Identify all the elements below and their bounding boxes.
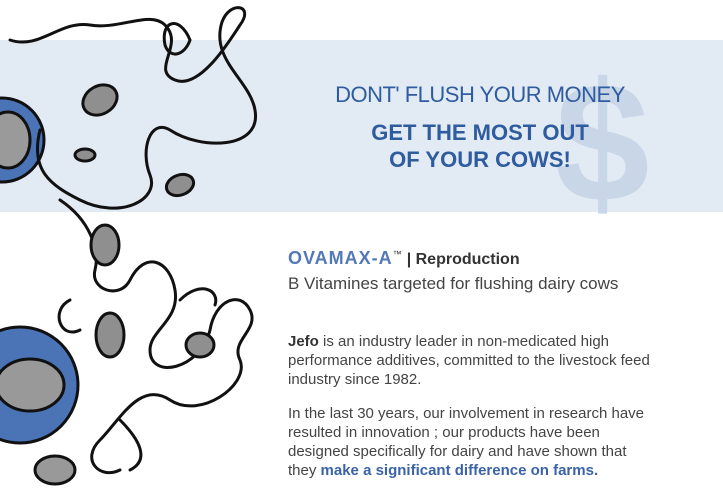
product-category: | Reproduction — [407, 251, 520, 268]
trademark: ™ — [393, 249, 402, 259]
paragraph-text: is an industry leader in non-medicated h… — [288, 333, 650, 388]
cow-illustration — [0, 0, 290, 502]
paragraph: Jefo is an industry leader in non-medica… — [288, 332, 658, 389]
paragraph: In the last 30 years, our involvement in… — [288, 404, 658, 480]
headline-bold: OF YOUR COWS! — [290, 147, 670, 173]
headline-bold: GET THE MOST OUT — [290, 120, 670, 146]
page: $ DONT' FLUSH YOUR MONEY GET THE MOST OU… — [0, 0, 723, 502]
headline-line: DONT' FLUSH YOUR MONEY — [290, 82, 670, 108]
tagline: B Vitamines targeted for flushing dairy … — [288, 274, 618, 294]
highlight: make a significant difference on farms. — [321, 462, 599, 479]
product-name: OVAMAX-A — [288, 248, 393, 268]
product-line: OVAMAX-A™ | Reproduction — [288, 248, 520, 269]
brand: Jefo — [288, 333, 319, 350]
